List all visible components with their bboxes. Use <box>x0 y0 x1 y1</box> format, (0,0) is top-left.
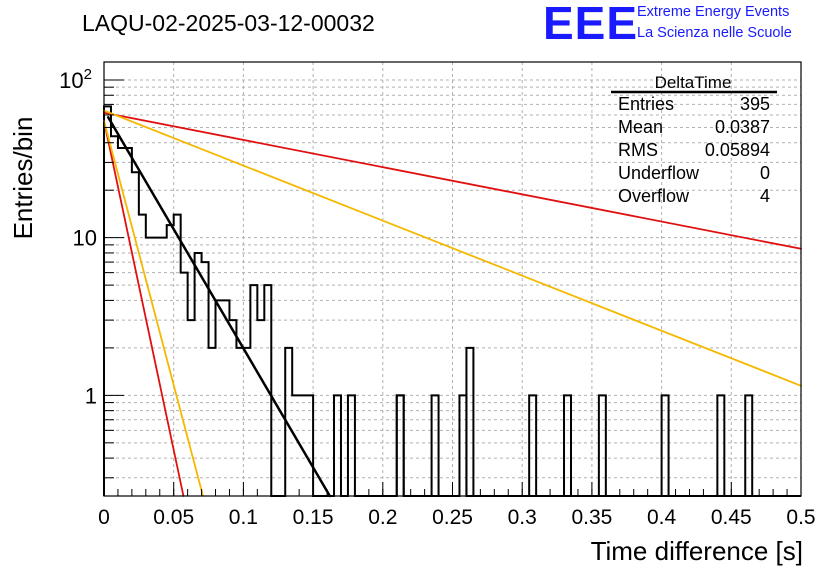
stats-row-label: Entries <box>618 94 674 114</box>
plot-title: LAQU-02-2025-03-12-00032 <box>82 10 375 36</box>
x-tick-label: 0.2 <box>368 506 397 529</box>
fit-line-upper-fast <box>103 120 185 497</box>
logo-line-1: Extreme Energy Events <box>637 4 790 20</box>
histogram-bin <box>660 394 670 496</box>
histogram-bin <box>528 394 538 496</box>
x-tick-label: 0.35 <box>571 506 612 529</box>
fit-lines <box>103 109 802 498</box>
histogram-bin <box>563 394 572 496</box>
y-tick-label: 102 <box>59 66 92 93</box>
stats-row-value: 0.05894 <box>705 140 770 160</box>
x-tick-label: 0.3 <box>508 506 537 529</box>
stats-row-label: Mean <box>618 117 663 137</box>
stats-row-value: 0 <box>760 163 770 183</box>
y-tick-labels: 1 10 102 <box>59 66 97 408</box>
histogram-bin <box>597 394 607 496</box>
x-tick-label: 0.45 <box>711 506 752 529</box>
x-tick-label: 0 <box>98 506 110 529</box>
fit-line-lower-slow <box>103 109 802 387</box>
x-tick-labels: 0 0.05 0.1 0.15 0.2 0.25 0.3 0.35 0.4 0.45 0.5 <box>98 506 815 529</box>
fit-line-fit <box>106 116 332 498</box>
histogram-bin <box>395 394 405 496</box>
x-axis-label: Time difference [s] <box>591 536 803 566</box>
x-tick-label: 0.15 <box>293 506 334 529</box>
y-tick-label: 10 <box>73 226 97 251</box>
histogram-bin <box>430 394 440 496</box>
x-tick-label: 0.5 <box>786 506 815 529</box>
x-tick-label: 0.05 <box>153 506 194 529</box>
fit-line-upper-slow <box>103 111 802 250</box>
stats-box-title: DeltaTime <box>655 73 732 92</box>
stats-box: DeltaTime Entries 395 Mean 0.0387 RMS 0.05894… <box>611 73 777 206</box>
stats-row-label: Overflow <box>618 186 690 206</box>
histogram-bin <box>744 394 754 496</box>
logo-line-2: La Scienza nelle Scuole <box>637 25 792 41</box>
x-tick-label: 0.25 <box>432 506 473 529</box>
stats-row-value: 4 <box>760 186 770 206</box>
stats-row-value: 395 <box>740 94 770 114</box>
x-tick-label: 0.4 <box>647 506 677 529</box>
histogram-bin <box>716 394 726 496</box>
y-axis-label: Entries/bin <box>8 117 38 240</box>
y-tick-label: 1 <box>85 383 97 408</box>
stats-row-label: Underflow <box>618 163 700 183</box>
stats-row-label: RMS <box>618 140 658 160</box>
eee-logo-mark: EEE <box>543 0 639 49</box>
axis-ticks <box>103 79 802 496</box>
grid-lines <box>104 62 801 496</box>
histogram-bin <box>465 346 475 496</box>
x-tick-label: 0.1 <box>229 506 258 529</box>
stats-row-value: 0.0387 <box>715 117 770 137</box>
fit-line-lower-fast <box>103 120 204 497</box>
